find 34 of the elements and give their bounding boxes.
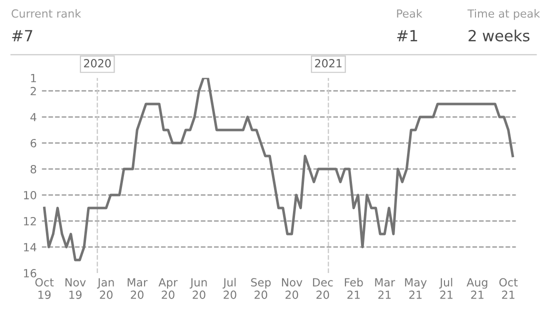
x-tick-label: Jul 20 <box>222 278 236 299</box>
x-tick-label: Sep 20 <box>251 278 271 299</box>
text: #7 <box>12 30 32 42</box>
x-tick-label: Apr 20 <box>158 278 178 299</box>
y-tick-label: 16 <box>24 269 36 278</box>
y-tick-label: 8 <box>30 164 36 174</box>
y-tick-label: 4 <box>30 113 36 122</box>
y-tick-label: 12 <box>24 216 36 226</box>
x-tick-label: Jul 21 <box>439 278 452 299</box>
text: 2 weeks <box>468 30 530 42</box>
x-tick-label: Mar 20 <box>128 278 148 299</box>
text: Current rank <box>12 9 82 18</box>
x-tick-label: Jan 20 <box>97 278 114 299</box>
y-tick-label: 6 <box>30 138 36 148</box>
ref-line-label: 2020 <box>84 59 111 68</box>
text: #1 <box>397 30 418 42</box>
x-tick-label: Feb 21 <box>344 278 363 299</box>
x-tick-label: May 21 <box>405 278 427 299</box>
x-tick-label: Oct 21 <box>499 278 518 299</box>
ref-line-label: 2021 <box>315 59 342 68</box>
x-tick-label: Nov 20 <box>282 278 302 299</box>
x-tick-label: Dec 20 <box>313 278 333 299</box>
line-series <box>43 78 514 262</box>
x-tick-label: Jun 20 <box>190 278 207 299</box>
y-tick-label: 2 <box>30 86 36 96</box>
x-tick-label: Nov 19 <box>66 278 86 299</box>
y-tick-label: 14 <box>24 243 36 252</box>
y-tick-label: 1 <box>31 74 36 82</box>
x-tick-label: Mar 21 <box>375 278 396 299</box>
x-tick-label: Aug 21 <box>466 278 488 299</box>
text: Peak <box>397 9 422 18</box>
x-tick-label: Oct 19 <box>35 278 54 299</box>
y-tick-label: 10 <box>24 190 36 200</box>
text: Time at peak <box>467 9 540 20</box>
